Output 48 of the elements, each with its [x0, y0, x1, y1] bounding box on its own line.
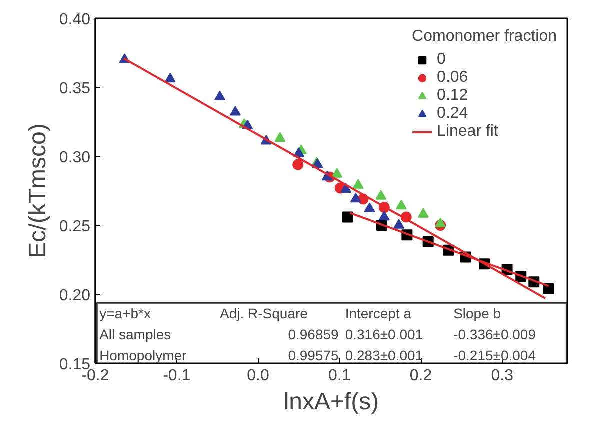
annotation: Intercept a — [345, 306, 412, 322]
point — [342, 212, 354, 223]
annotation: 0.283±0.001 — [345, 347, 424, 364]
annotation: 0.316±0.001 — [345, 326, 424, 342]
point — [364, 202, 376, 212]
legend-label: 0 — [437, 51, 447, 69]
point — [332, 168, 343, 178]
legend-label: Linear fit — [437, 123, 498, 141]
x-tick-label: 0.3 — [491, 368, 514, 384]
legend-label: 0.24 — [437, 105, 468, 123]
y-tick-label: 0.40 — [59, 12, 91, 28]
annotation: 0.99575 — [288, 347, 340, 364]
legend-title: Comonomer fraction — [412, 28, 557, 46]
y-axis-title: Ec/(kTmsco) — [24, 124, 52, 258]
point — [352, 179, 364, 189]
point — [214, 90, 226, 101]
point — [376, 190, 387, 200]
annotation: y=a+b*x — [100, 306, 151, 322]
annotation: -0.336±0.009 — [454, 326, 536, 342]
point — [418, 208, 429, 218]
annotation: All samples — [100, 326, 172, 342]
annotation: Adj. R-Square — [220, 306, 308, 322]
y-tick-label: 0.25 — [59, 218, 91, 236]
x-tick-label: 0.0 — [247, 368, 270, 384]
annotation: -0.215±0.004 — [454, 347, 536, 364]
point — [274, 132, 286, 142]
point — [435, 218, 446, 228]
x-tick-label: 0.1 — [328, 368, 351, 384]
annotation: Homopolymer — [100, 347, 188, 364]
y-tick-label: 0.35 — [59, 80, 91, 98]
legend-label: 0.06 — [437, 69, 468, 87]
point — [396, 200, 407, 210]
y-tick-label: 0.20 — [59, 288, 91, 304]
legend-label: 0.12 — [437, 87, 468, 105]
point — [164, 72, 176, 83]
point — [340, 183, 352, 194]
y-tick-label: 0.30 — [59, 150, 91, 166]
point — [394, 219, 405, 229]
annotation: 0.96859 — [288, 326, 340, 342]
point — [230, 106, 241, 116]
point — [292, 159, 304, 170]
x-tick-label: 0.2 — [410, 368, 432, 384]
point — [543, 283, 554, 294]
point — [350, 193, 362, 203]
x-tick-label: -0.1 — [163, 368, 191, 384]
point — [378, 210, 390, 221]
x-axis-title: lnxA+f(s) — [284, 388, 380, 416]
annotation: Slope b — [454, 306, 502, 322]
